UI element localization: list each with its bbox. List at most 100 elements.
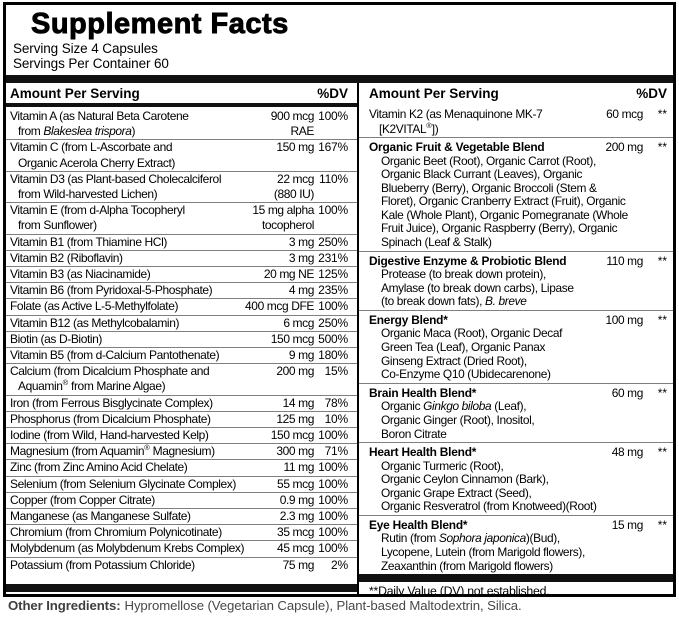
nutrient-dv: 100% bbox=[318, 541, 348, 556]
nutrient-name: Potassium (from Potassium Chloride) bbox=[10, 558, 258, 573]
blend-amount: 48 mg bbox=[611, 445, 644, 460]
nutrient-amount: 35 mcg bbox=[277, 525, 314, 540]
blend-ingredients: Organic Turmeric (Root), Organic Ceylon … bbox=[369, 458, 667, 514]
nutrient-dv: 100% bbox=[318, 109, 348, 123]
nutrient-amount: 75 mg bbox=[282, 557, 315, 572]
nutrient-row: Calcium (from Dicalcium Phosphate and Aq… bbox=[6, 363, 357, 394]
nutrient-amount: 400 mcg DFE bbox=[245, 299, 314, 314]
nutrient-name: Phosphorus (from Dicalcium Phosphate) bbox=[10, 412, 258, 427]
latin-name-italic: Sophora japonica bbox=[438, 531, 526, 546]
nutrient-dv: 100% bbox=[318, 525, 348, 540]
text-run: Zinc (from Zinc Amino Acid Chelate) bbox=[10, 460, 188, 475]
nutrient-name: Folate (as Active L-5-Methylfolate) bbox=[10, 299, 245, 314]
blend-name: Vitamin K2 (as Menaquinone MK-7 [K2VITAL… bbox=[369, 107, 593, 136]
nutrient-amount: 3 mg bbox=[288, 250, 314, 265]
registered-trademark-symbol: ® bbox=[144, 443, 150, 453]
blend-header-line: Organic Fruit & Vegetable Blend 200 mg ** bbox=[369, 140, 667, 155]
nutrient-row: Phosphorus (from Dicalcium Phosphate) 125… bbox=[6, 410, 357, 427]
amount-per-serving-label: Amount Per Serving bbox=[10, 86, 140, 101]
right-column-header: Amount Per Serving %DV bbox=[359, 83, 673, 103]
nutrient-name: Molybdenum (as Molybdenum Krebs Complex) bbox=[10, 541, 258, 556]
left-column: Amount Per Serving %DV Vitamin A (as Nat… bbox=[6, 83, 359, 594]
blend-header-line: Digestive Enzyme & Probiotic Blend 110 mg… bbox=[369, 254, 667, 269]
columns-container: Amount Per Serving %DV Vitamin A (as Nat… bbox=[6, 83, 673, 594]
other-ingredients-text: Hypromellose (Vegetarian Capsule), Plant… bbox=[124, 598, 522, 613]
nutrient-dv: 110% bbox=[318, 171, 348, 186]
text-run: Chromium (from Chromium Polynicotinate) bbox=[10, 525, 222, 540]
text-run: Calcium (from Dicalcium Phosphate and Aq… bbox=[10, 364, 210, 394]
nutrient-row: Vitamin D3 (as Plant-based Cholecalcifer… bbox=[6, 170, 357, 202]
nutrient-dv: 250% bbox=[318, 234, 348, 249]
blend-amount: 60 mg bbox=[611, 385, 644, 400]
text-run: Protease (to break down protein), Amylas… bbox=[381, 267, 574, 309]
text-run: Brain Health Blend* bbox=[369, 385, 477, 400]
nutrient-name: Vitamin B6 (from Pyridoxal-5-Phosphate) bbox=[10, 283, 258, 298]
latin-name-italic: B. breve bbox=[485, 294, 527, 309]
blend-ingredients: Organic Maca (Root), Organic Decaf Green… bbox=[369, 327, 667, 381]
text-run: Folate (as Active L-5-Methylfolate) bbox=[10, 299, 179, 314]
blend-ingredients: Protease (to break down protein), Amylas… bbox=[369, 267, 667, 309]
nutrient-row: Vitamin B5 (from d-Calcium Pantothenate)… bbox=[6, 347, 357, 363]
blend-amount: 110 mg bbox=[606, 253, 643, 268]
nutrient-dv: 180% bbox=[318, 348, 348, 363]
nutrient-row: Vitamin B3 (as Niacinamide) 20 mg NE 125% bbox=[6, 266, 357, 282]
registered-trademark-symbol: ® bbox=[426, 120, 432, 130]
thick-divider-bar bbox=[6, 75, 673, 83]
serving-size: Serving Size 4 Capsules bbox=[13, 41, 158, 56]
blend-dv: ** bbox=[657, 312, 667, 327]
nutrient-dv: 100% bbox=[318, 509, 348, 524]
nutrient-amount: 14 mg bbox=[282, 395, 315, 410]
nutrient-amount: 200 mg bbox=[276, 364, 314, 379]
blend-amount: 200 mg bbox=[605, 140, 643, 154]
text-run: Manganese (as Manganese Sulfate) bbox=[10, 509, 191, 524]
nutrient-amount: 125 mg bbox=[276, 411, 314, 426]
nutrient-dv: 500% bbox=[318, 331, 348, 346]
nutrient-amount: 11 mg bbox=[283, 460, 315, 475]
blend-header-line: Vitamin K2 (as Menaquinone MK-7 [K2VITAL… bbox=[369, 107, 667, 136]
blend-name: Digestive Enzyme & Probiotic Blend bbox=[369, 254, 593, 269]
blend-amount: 100 mg bbox=[605, 312, 643, 327]
nutrient-amount: 22 mcg (880 IU) bbox=[273, 171, 315, 202]
nutrient-name: Vitamin B1 (from Thiamine HCl) bbox=[10, 235, 258, 250]
nutrient-dv: 100% bbox=[318, 460, 348, 475]
nutrient-name: Vitamin B2 (Riboflavin) bbox=[10, 251, 258, 266]
nutrient-dv: 231% bbox=[318, 250, 348, 265]
nutrient-row: Vitamin C (from L-Ascorbate and Organic … bbox=[6, 139, 357, 170]
servings-per-container: Servings Per Container 60 bbox=[13, 56, 169, 71]
right-column: Amount Per Serving %DV Vitamin K2 (as Me… bbox=[359, 83, 673, 594]
panel-title: Supplement Facts bbox=[31, 8, 289, 41]
nutrient-row: Manganese (as Manganese Sulfate) 2.3 mg 10… bbox=[6, 508, 357, 524]
nutrient-name: Vitamin E (from d-Alpha Tocopheryl from … bbox=[10, 203, 252, 233]
blend-row: Brain Health Blend* 60 mg ** Organic Ginkgo… bbox=[359, 382, 673, 442]
registered-trademark-symbol: ® bbox=[62, 378, 69, 388]
text-run: Vitamin A (as Natural Beta Carotene from bbox=[10, 109, 189, 139]
nutrient-dv: 167% bbox=[318, 140, 348, 155]
nutrient-name: Vitamin D3 (as Plant-based Cholecalcifer… bbox=[10, 172, 258, 202]
other-ingredients: Other Ingredients: Hypromellose (Vegetari… bbox=[8, 598, 673, 614]
text-run: (Leaf), Organic Ginger (Root), Inositol,… bbox=[381, 399, 535, 441]
nutrient-row: Vitamin B2 (Riboflavin) 3 mg 231% bbox=[6, 249, 357, 266]
nutrient-dv: 100% bbox=[318, 476, 348, 491]
nutrient-amount: 150 mcg bbox=[270, 428, 315, 443]
blend-row: Energy Blend* 100 mg ** Organic Maca (Root)… bbox=[359, 309, 673, 383]
nutrient-amount: 6 mcg bbox=[283, 315, 314, 330]
nutrient-name: Calcium (from Dicalcium Phosphate and Aq… bbox=[10, 364, 258, 394]
text-run: Iodine (from Wild, Hand-harvested Kelp) bbox=[10, 428, 209, 443]
nutrient-amount: 2.3 mg bbox=[279, 509, 315, 524]
text-run: Biotin (as D-Biotin) bbox=[10, 331, 103, 346]
blend-name: Eye Health Blend* bbox=[369, 518, 593, 533]
text-run: Vitamin C (from L-Ascorbate and Organic … bbox=[10, 140, 175, 170]
blend-ingredients: Rutin (from Sophora japonica)(Bud), Lyco… bbox=[369, 532, 667, 573]
nutrient-row: Vitamin B6 (from Pyridoxal-5-Phosphate) 4… bbox=[6, 282, 357, 298]
nutrient-name: Copper (from Copper Citrate) bbox=[10, 493, 258, 508]
nutrient-name: Vitamin B12 (as Methylcobalamin) bbox=[10, 316, 258, 331]
blend-rows: Vitamin K2 (as Menaquinone MK-7 [K2VITAL… bbox=[359, 103, 673, 574]
blend-dv: ** bbox=[657, 385, 667, 400]
text-run: Vitamin B5 (from d-Calcium Pantothenate) bbox=[10, 348, 220, 363]
dv-label: %DV bbox=[317, 86, 348, 101]
text-run: Rutin (from bbox=[381, 531, 439, 546]
text-run: Heart Health Blend* bbox=[369, 445, 477, 460]
blend-name: Brain Health Blend* bbox=[369, 386, 593, 401]
text-run: Organic Turmeric (Root), Organic Ceylon … bbox=[381, 458, 597, 514]
blend-dv: ** bbox=[657, 253, 667, 268]
